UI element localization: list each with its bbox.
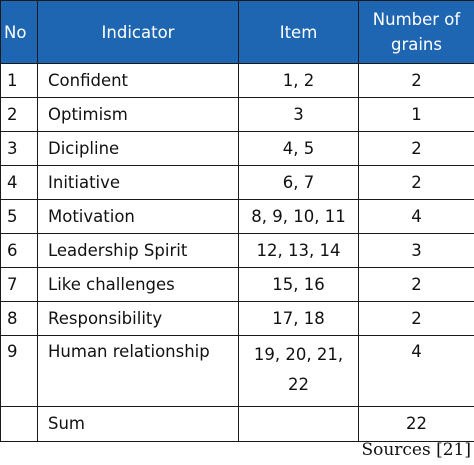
sum-no-cell <box>0 406 38 442</box>
row-item: 6, 7 <box>238 165 359 200</box>
row-grains: 4 <box>358 199 474 234</box>
row-grains: 2 <box>358 63 474 98</box>
table-row: 7 Like challenges 15, 16 2 <box>0 267 474 302</box>
row-indicator: Optimism <box>37 97 239 132</box>
row-item: 8, 9, 10, 11 <box>238 199 359 234</box>
source-citation: Sources [21] <box>361 440 471 460</box>
row-indicator: Initiative <box>37 165 239 200</box>
row-indicator: Leadership Spirit <box>37 233 239 268</box>
row-indicator: Like challenges <box>37 267 239 302</box>
row-grains: 4 <box>358 335 474 407</box>
row-indicator: Human relationship <box>37 335 239 407</box>
row-item: 4, 5 <box>238 131 359 166</box>
row-item: 19, 20, 21, 22 <box>238 335 359 407</box>
row-no: 5 <box>0 199 38 234</box>
row-indicator: Responsibility <box>37 301 239 336</box>
row-grains: 2 <box>358 267 474 302</box>
sum-row: Sum 22 <box>0 406 474 442</box>
row-grains: 2 <box>358 165 474 200</box>
header-item: Item <box>238 0 359 64</box>
header-grains-line1: Number of <box>372 10 461 29</box>
row-indicator: Dicipline <box>37 131 239 166</box>
row-item: 1, 2 <box>238 63 359 98</box>
header-grains: Number of grains <box>358 0 474 64</box>
header-indicator: Indicator <box>37 0 239 64</box>
row-no: 4 <box>0 165 38 200</box>
row-grains: 2 <box>358 131 474 166</box>
row-grains: 1 <box>358 97 474 132</box>
table-row: 8 Responsibility 17, 18 2 <box>0 301 474 336</box>
row-item: 15, 16 <box>238 267 359 302</box>
header-row: No Indicator Item Number of grains <box>0 0 474 64</box>
table-row: 4 Initiative 6, 7 2 <box>0 165 474 200</box>
row-no: 2 <box>0 97 38 132</box>
row-indicator: Confident <box>37 63 239 98</box>
row-item-line1: 19, 20, 21, <box>253 345 344 364</box>
row-no: 3 <box>0 131 38 166</box>
row-no: 7 <box>0 267 38 302</box>
sum-label: Sum <box>37 406 239 442</box>
row-item: 12, 13, 14 <box>238 233 359 268</box>
row-grains: 3 <box>358 233 474 268</box>
table-row: 3 Dicipline 4, 5 2 <box>0 131 474 166</box>
table-row: 2 Optimism 3 1 <box>0 97 474 132</box>
table-row: 6 Leadership Spirit 12, 13, 14 3 <box>0 233 474 268</box>
row-grains: 2 <box>358 301 474 336</box>
row-no: 8 <box>0 301 38 336</box>
row-item: 17, 18 <box>238 301 359 336</box>
table-row: 9 Human relationship 19, 20, 21, 22 4 <box>0 335 474 407</box>
table-row: 1 Confident 1, 2 2 <box>0 63 474 98</box>
row-no: 6 <box>0 233 38 268</box>
sum-item-cell <box>238 406 359 442</box>
row-item-line2: 22 <box>288 375 309 394</box>
sum-value: 22 <box>358 406 474 442</box>
table-row: 5 Motivation 8, 9, 10, 11 4 <box>0 199 474 234</box>
header-grains-line2: grains <box>390 35 442 54</box>
row-no: 1 <box>0 63 38 98</box>
row-item: 3 <box>238 97 359 132</box>
indicator-table: No Indicator Item Number of grains 1 Con… <box>0 0 474 442</box>
row-no: 9 <box>0 335 38 407</box>
row-indicator: Motivation <box>37 199 239 234</box>
header-no: No <box>0 0 38 64</box>
